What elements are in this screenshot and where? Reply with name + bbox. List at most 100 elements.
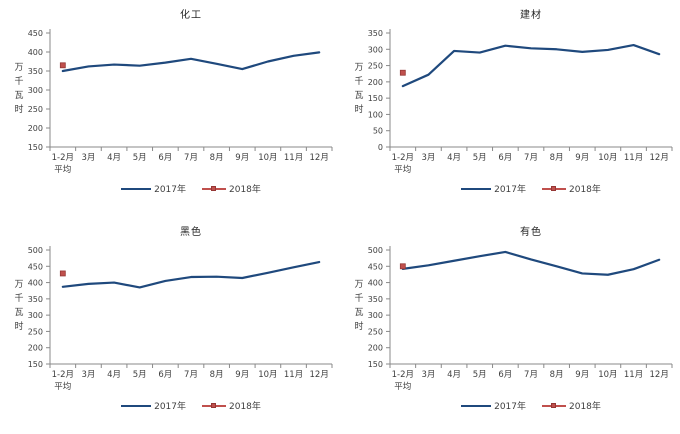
line-swatch-icon — [461, 404, 492, 407]
svg-text:6月: 6月 — [498, 370, 512, 380]
line-swatch-icon — [121, 187, 152, 190]
svg-text:8月: 8月 — [550, 153, 564, 163]
line-swatch-icon — [461, 187, 492, 190]
svg-text:3月: 3月 — [421, 153, 435, 163]
svg-text:12月: 12月 — [310, 153, 329, 163]
svg-text:400: 400 — [368, 279, 383, 288]
y-axis-label: 万千瓦时 — [14, 63, 24, 115]
legend-label: 2017年 — [154, 185, 186, 195]
chart-title: 建材 — [520, 10, 542, 21]
square-marker-swatch-icon — [542, 185, 566, 191]
svg-text:150: 150 — [28, 360, 43, 369]
svg-text:450: 450 — [28, 262, 43, 271]
svg-text:6月: 6月 — [158, 153, 172, 163]
svg-text:平均: 平均 — [394, 381, 411, 392]
svg-text:8月: 8月 — [210, 370, 224, 380]
svg-text:5月: 5月 — [473, 370, 487, 380]
svg-text:1-2月: 1-2月 — [52, 370, 74, 380]
svg-text:350: 350 — [368, 295, 383, 304]
legend-label: 2017年 — [494, 402, 526, 412]
svg-text:5月: 5月 — [473, 153, 487, 163]
svg-text:1-2月: 1-2月 — [392, 370, 414, 380]
svg-text:平均: 平均 — [394, 164, 411, 175]
svg-text:450: 450 — [28, 29, 43, 38]
svg-text:3月: 3月 — [421, 370, 435, 380]
square-marker-swatch-icon — [202, 402, 226, 408]
legend-label: 2018年 — [229, 402, 261, 412]
svg-text:11月: 11月 — [624, 370, 643, 380]
svg-text:4月: 4月 — [107, 370, 121, 380]
square-marker-swatch-icon — [202, 185, 226, 191]
svg-text:200: 200 — [368, 78, 383, 87]
legend-label: 2017年 — [494, 185, 526, 195]
svg-text:150: 150 — [368, 94, 383, 103]
chart-panel-ferrous: 黑色 万千瓦时 500 450 400 350 300 250 200 150 1-2月 平均 3月… — [0, 217, 340, 434]
svg-text:7月: 7月 — [184, 153, 198, 163]
square-marker-swatch-icon — [542, 402, 566, 408]
legend-item-2018: 2018年 — [202, 399, 261, 412]
svg-text:8月: 8月 — [210, 153, 224, 163]
legend-label: 2017年 — [154, 402, 186, 412]
svg-text:200: 200 — [28, 124, 43, 133]
legend-item-2018: 2018年 — [542, 399, 601, 412]
svg-text:9月: 9月 — [235, 370, 249, 380]
svg-text:300: 300 — [368, 311, 383, 320]
svg-text:3月: 3月 — [81, 370, 95, 380]
chart-panel-nonferrous: 有色 万千瓦时 500 450 400 350 300 250 200 150 1-2月 平均 3月… — [340, 217, 680, 434]
svg-text:100: 100 — [368, 110, 383, 119]
svg-text:11月: 11月 — [284, 370, 303, 380]
legend-item-2017: 2017年 — [461, 182, 526, 195]
svg-text:350: 350 — [28, 67, 43, 76]
svg-text:4月: 4月 — [107, 153, 121, 163]
svg-text:300: 300 — [28, 86, 43, 95]
legend-item-2018: 2018年 — [542, 182, 601, 195]
svg-text:150: 150 — [368, 360, 383, 369]
svg-text:450: 450 — [368, 262, 383, 271]
svg-text:10月: 10月 — [598, 370, 617, 380]
chart-legend: 2017年 2018年 — [390, 182, 672, 195]
svg-text:10月: 10月 — [258, 370, 277, 380]
svg-text:9月: 9月 — [235, 153, 249, 163]
svg-text:12月: 12月 — [650, 153, 669, 163]
svg-text:5月: 5月 — [133, 370, 147, 380]
svg-text:250: 250 — [368, 62, 383, 71]
legend-item-2018: 2018年 — [202, 182, 261, 195]
chart-panel-building-materials: 建材 万千瓦时 350 300 250 200 150 100 50 0 1-2月 平均 3月 4月 5… — [340, 0, 680, 217]
svg-text:8月: 8月 — [550, 370, 564, 380]
svg-text:250: 250 — [28, 327, 43, 336]
svg-text:7月: 7月 — [524, 370, 538, 380]
svg-text:7月: 7月 — [524, 153, 538, 163]
svg-text:0: 0 — [378, 143, 383, 152]
svg-text:50: 50 — [373, 127, 383, 136]
svg-text:350: 350 — [368, 29, 383, 38]
svg-text:4月: 4月 — [447, 370, 461, 380]
legend-item-2017: 2017年 — [121, 399, 186, 412]
svg-text:10月: 10月 — [258, 153, 277, 163]
svg-text:6月: 6月 — [158, 370, 172, 380]
chart-panel-chemical: 化工 万千瓦时 450 400 350 300 250 200 150 1-2月 平均 3月 4月 5… — [0, 0, 340, 217]
svg-text:300: 300 — [368, 45, 383, 54]
chart-legend: 2017年 2018年 — [50, 182, 332, 195]
svg-text:1-2月: 1-2月 — [52, 153, 74, 163]
legend-item-2017: 2017年 — [121, 182, 186, 195]
chart-title: 黑色 — [180, 227, 202, 238]
y-axis-label: 万千瓦时 — [354, 63, 364, 115]
svg-text:400: 400 — [28, 279, 43, 288]
svg-text:300: 300 — [28, 311, 43, 320]
chart-legend: 2017年 2018年 — [50, 399, 332, 412]
svg-text:6月: 6月 — [498, 153, 512, 163]
legend-label: 2018年 — [569, 185, 601, 195]
y-axis-label: 万千瓦时 — [14, 280, 24, 332]
svg-text:4月: 4月 — [447, 153, 461, 163]
svg-text:500: 500 — [28, 246, 43, 255]
chart-title: 有色 — [520, 227, 542, 238]
svg-text:250: 250 — [368, 327, 383, 336]
svg-text:平均: 平均 — [54, 164, 71, 175]
legend-label: 2018年 — [229, 185, 261, 195]
svg-text:10月: 10月 — [598, 153, 617, 163]
svg-text:200: 200 — [28, 344, 43, 353]
svg-text:5月: 5月 — [133, 153, 147, 163]
